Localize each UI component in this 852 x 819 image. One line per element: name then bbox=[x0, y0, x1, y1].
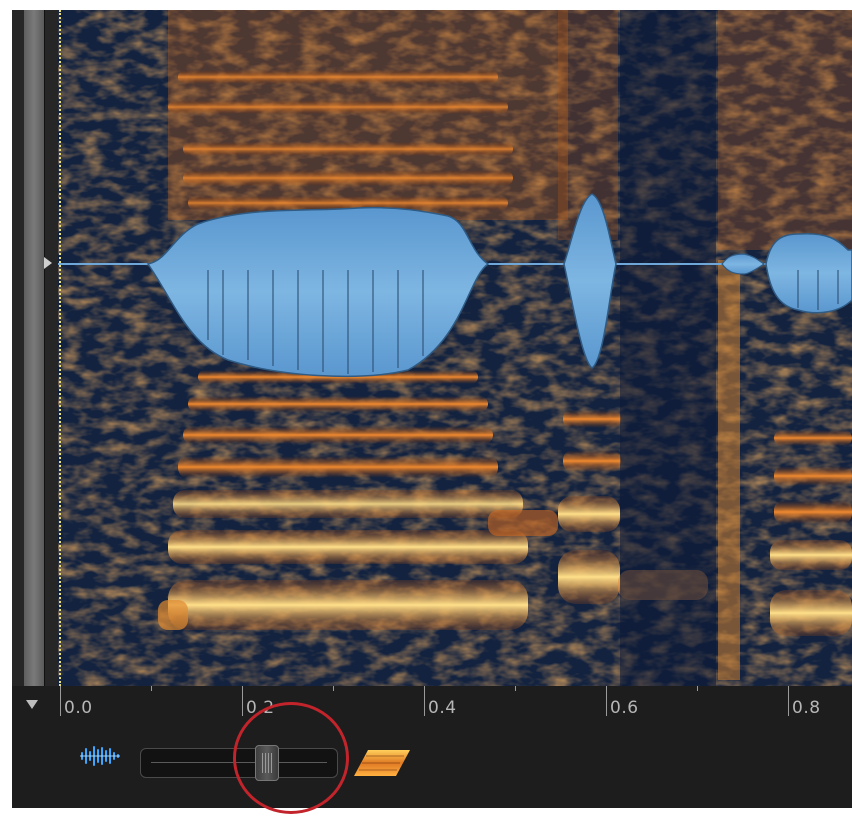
spectrogram-view[interactable] bbox=[58, 10, 852, 686]
axis-tick bbox=[515, 686, 516, 691]
slider-groove bbox=[151, 762, 327, 763]
collapse-triangle-icon[interactable] bbox=[26, 700, 38, 709]
axis-label: 0.0 bbox=[64, 698, 93, 718]
slider-thumb[interactable] bbox=[255, 745, 279, 781]
axis-label: 0.2 bbox=[246, 698, 275, 718]
grip-icon bbox=[262, 753, 272, 773]
playhead-cursor[interactable] bbox=[59, 10, 61, 686]
vertical-ruler-area bbox=[12, 10, 58, 686]
axis-tick bbox=[60, 686, 61, 716]
axis-label: 0.4 bbox=[428, 698, 457, 718]
axis-tick bbox=[424, 686, 425, 716]
axis-label: 0.8 bbox=[792, 698, 821, 718]
audio-editor-panel: 0.0 0.2 0.4 0.6 0.8 bbox=[12, 10, 852, 808]
waveform-spectrogram-blend-slider[interactable] bbox=[140, 745, 338, 781]
waveform-icon[interactable] bbox=[78, 744, 122, 768]
spectrogram-icon[interactable] bbox=[354, 748, 410, 778]
vertical-scrollbar[interactable] bbox=[24, 10, 45, 686]
axis-label: 0.6 bbox=[610, 698, 639, 718]
time-axis: 0.0 0.2 0.4 0.6 0.8 bbox=[58, 686, 852, 722]
axis-tick bbox=[151, 686, 152, 691]
view-blend-toolbar bbox=[12, 722, 852, 808]
axis-tick bbox=[242, 686, 243, 716]
spectrogram-canvas bbox=[58, 10, 852, 686]
axis-tick bbox=[697, 686, 698, 691]
playback-position-marker[interactable] bbox=[44, 257, 52, 269]
axis-tick bbox=[788, 686, 789, 716]
axis-tick bbox=[606, 686, 607, 716]
axis-tick bbox=[333, 686, 334, 691]
